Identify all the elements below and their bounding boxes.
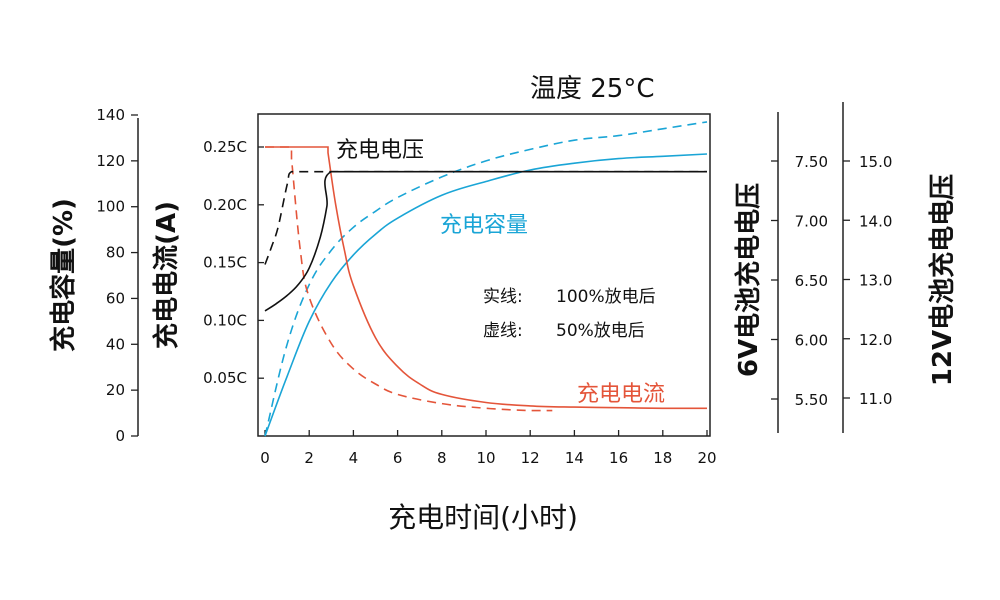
x-tick-label: 10 xyxy=(476,449,495,467)
current-axis-title: 充电电流(A) xyxy=(151,201,182,349)
voltage-12v-tick-label: 15.0 xyxy=(859,153,892,171)
capacity-tick-label: 120 xyxy=(96,152,125,170)
chart-title: 温度 25°C xyxy=(530,74,655,104)
voltage-6v-axis-ticks: 7.50 7.00 6.50 6.00 5.50 xyxy=(771,153,828,409)
legend-dashed-label: 虚线: xyxy=(483,321,523,341)
legend-solid-label: 实线: xyxy=(483,287,523,307)
series-voltage-dashed xyxy=(264,170,707,265)
capacity-tick-label: 100 xyxy=(96,198,125,216)
current-tick-label: 0.20C xyxy=(203,196,247,214)
voltage-12v-tick-label: 13.0 xyxy=(859,272,892,290)
x-tick-label: 2 xyxy=(304,449,314,467)
plot-frame xyxy=(257,113,711,437)
series-current-solid xyxy=(265,146,707,410)
x-tick-label: 14 xyxy=(565,449,584,467)
legend-dashed-desc: 50%放电后 xyxy=(556,321,645,341)
x-tick-label: 0 xyxy=(260,449,270,467)
current-axis-ticks: 0.25C 0.20C 0.15C 0.10C 0.05C xyxy=(203,138,264,387)
voltage-12v-tick-label: 11.0 xyxy=(859,390,892,408)
capacity-axis-ticks: 140 120 100 80 60 40 20 0 xyxy=(96,106,138,445)
capacity-tick-label: 40 xyxy=(106,335,125,353)
x-tick-label: 20 xyxy=(697,449,716,467)
capacity-tick-label: 60 xyxy=(106,289,125,307)
series-capacity-dashed xyxy=(264,121,708,437)
voltage-12v-tick-label: 14.0 xyxy=(859,212,892,230)
capacity-tick-label: 0 xyxy=(115,427,125,445)
voltage-6v-tick-label: 7.50 xyxy=(795,153,828,171)
capacity-axis-title: 充电容量(%) xyxy=(48,198,79,352)
annotation-capacity: 充电容量 xyxy=(440,213,528,238)
annotation-current: 充电电流 xyxy=(577,382,665,407)
x-tick-label: 12 xyxy=(521,449,540,467)
series-current-dashed xyxy=(265,146,553,412)
voltage-12v-axis-ticks: 15.0 14.0 13.0 12.0 11.0 xyxy=(843,153,892,408)
current-tick-label: 0.15C xyxy=(203,254,247,272)
x-axis-ticks: 0 2 4 6 8 10 12 14 16 18 20 xyxy=(260,430,717,467)
x-tick-label: 8 xyxy=(437,449,447,467)
voltage-6v-tick-label: 6.50 xyxy=(795,272,828,290)
capacity-tick-label: 140 xyxy=(96,106,125,124)
x-axis-title: 充电时间(小时) xyxy=(388,501,578,534)
capacity-tick-label: 80 xyxy=(106,244,125,262)
voltage-6v-tick-label: 5.50 xyxy=(795,391,828,409)
legend: 实线: 100%放电后 虚线: 50%放电后 xyxy=(483,287,656,341)
current-tick-label: 0.25C xyxy=(203,138,247,156)
voltage-6v-tick-label: 6.00 xyxy=(795,332,828,350)
series-capacity-solid xyxy=(264,153,708,437)
x-tick-label: 4 xyxy=(349,449,359,467)
voltage-12v-axis-title: 12V电池充电电压 xyxy=(927,174,958,386)
capacity-tick-label: 20 xyxy=(106,381,125,399)
voltage-6v-tick-label: 7.00 xyxy=(795,213,828,231)
voltage-12v-tick-label: 12.0 xyxy=(859,331,892,349)
series-voltage-solid xyxy=(264,170,707,312)
current-tick-label: 0.05C xyxy=(203,369,247,387)
current-tick-label: 0.10C xyxy=(203,311,247,329)
annotation-voltage: 充电电压 xyxy=(336,138,424,163)
x-tick-label: 6 xyxy=(393,449,403,467)
voltage-6v-axis-title: 6V电池充电电压 xyxy=(733,183,764,377)
series-layer xyxy=(264,121,708,437)
legend-solid-desc: 100%放电后 xyxy=(556,287,656,307)
x-tick-label: 16 xyxy=(609,449,628,467)
x-tick-label: 18 xyxy=(653,449,672,467)
